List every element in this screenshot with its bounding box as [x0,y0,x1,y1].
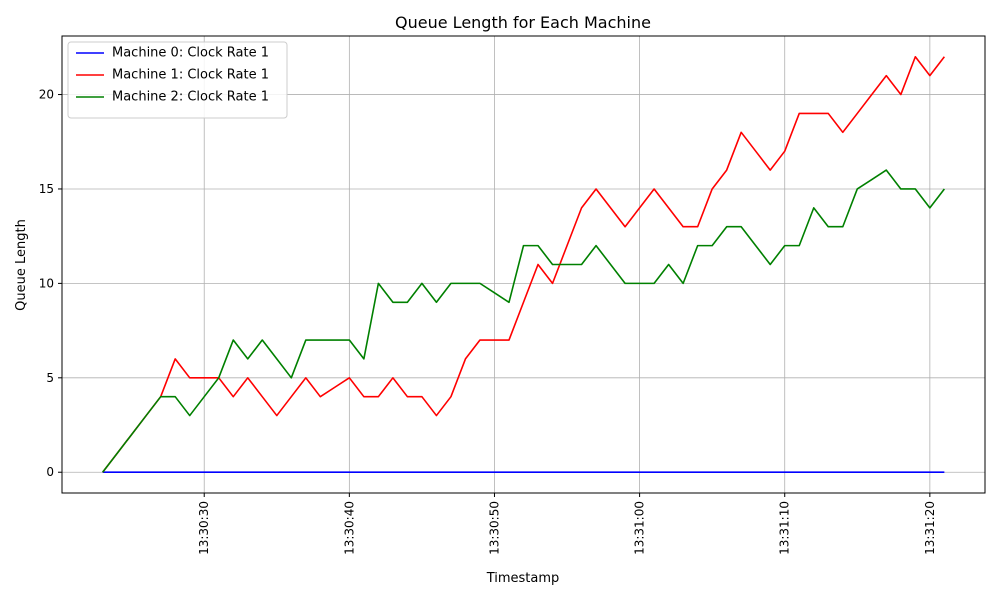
legend-box [67,41,288,119]
series-line-machine-1 [102,55,945,473]
legend-label: Machine 2: Clock Rate 1 [112,90,269,105]
y-axis-ticks: 0 5 10 15 20 [39,88,62,479]
x-tick-label: 13:31:20 [923,501,937,555]
series-line-machine-2 [102,169,945,473]
x-tick-label: 13:30:30 [197,501,211,555]
plot-frame [61,35,986,494]
series-lines [102,55,945,474]
y-tick-label: 5 [46,371,54,385]
x-tick-label: 13:31:00 [633,501,647,555]
x-axis-ticks: 13:30:30 13:30:40 13:30:50 13:31:00 13:31:10… [197,493,937,555]
y-tick-label: 10 [39,276,54,290]
y-tick-label: 0 [46,465,54,479]
x-tick-label: 13:31:10 [778,501,792,555]
y-tick-label: 15 [39,182,54,196]
legend-label: Machine 1: Clock Rate 1 [112,68,269,83]
legend-label: Machine 0: Clock Rate 1 [112,46,269,61]
chart-title: Queue Length for Each Machine [395,13,651,32]
x-tick-label: 13:30:50 [487,501,501,555]
x-tick-label: 13:30:40 [342,501,356,555]
y-tick-label: 20 [39,88,54,102]
legend: Machine 0: Clock Rate 1 Machine 1: Clock … [67,41,288,119]
y-axis-label: Queue Length [14,219,29,311]
x-axis-label: Timestamp [486,571,560,586]
